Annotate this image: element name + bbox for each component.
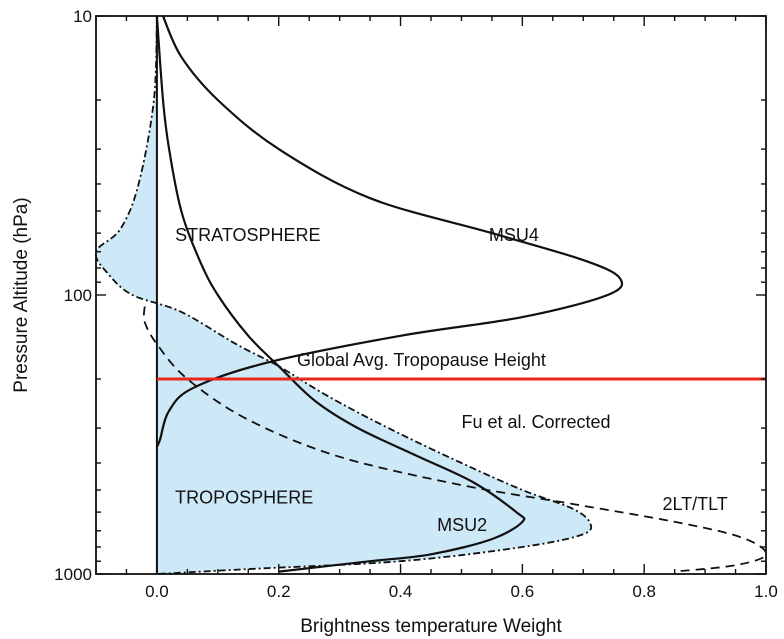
series-line-fu-et-al-corrected (94, 15, 593, 575)
x-tick-label-0.2: 0.2 (267, 582, 291, 601)
x-tick-label-1.0: 1.0 (754, 582, 778, 601)
x-axis-title: Brightness temperature Weight (300, 616, 562, 637)
msu2-label: MSU2 (437, 515, 487, 535)
fu-corrected-shaded-area (95, 16, 592, 574)
x-tick-label-0: 0.0 (145, 582, 169, 601)
msu4-label: MSU4 (489, 225, 539, 245)
troposphere-label: TROPOSPHERE (175, 488, 313, 508)
y-tick-label-10: 10 (73, 7, 92, 26)
tlt-label: 2LT/TLT (662, 494, 727, 514)
series-line-msu2 (155, 15, 526, 573)
y-tick-label-100: 100 (64, 286, 92, 305)
fu-corrected-label: Fu et al. Corrected (461, 412, 610, 432)
shaded-region-layer (95, 16, 592, 574)
x-tick-label-0.4: 0.4 (389, 582, 413, 601)
x-tick-label-0.8: 0.8 (632, 582, 656, 601)
tropopause-label: Global Avg. Tropopause Height (297, 350, 546, 370)
axis-ticks-layer (95, 15, 767, 575)
y-axis-title: Pressure Altitude (hPa) (11, 197, 32, 392)
x-tick-label-0.6: 0.6 (511, 582, 535, 601)
y-tick-label-1000: 1000 (54, 565, 92, 584)
series-line-msu4 (155, 15, 624, 448)
stratosphere-label: STRATOSPHERE (175, 225, 320, 245)
